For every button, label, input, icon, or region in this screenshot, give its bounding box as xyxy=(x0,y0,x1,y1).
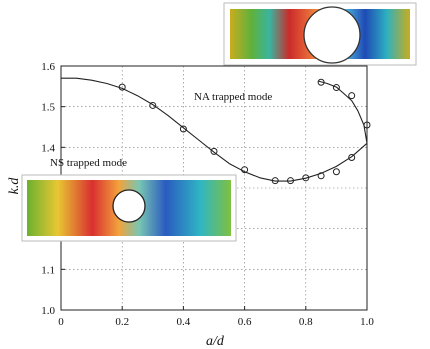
data-point xyxy=(348,154,356,161)
y-tick-label: 1.5 xyxy=(41,102,55,114)
series-line xyxy=(61,77,368,182)
x-axis-label: a/d xyxy=(206,334,225,349)
y-tick-label: 1.1 xyxy=(41,264,55,276)
data-point xyxy=(271,177,279,185)
x-tick-label: 0 xyxy=(58,316,64,328)
data-point xyxy=(332,168,340,176)
data-point xyxy=(348,92,356,100)
y-tick-label: 1.6 xyxy=(41,61,55,73)
y-tick-label: 1.0 xyxy=(41,305,55,317)
data-point xyxy=(179,125,187,133)
annotation-na-trapped-mode: NA trapped mode xyxy=(194,91,272,103)
y-tick-label: 1.4 xyxy=(41,142,55,154)
series xyxy=(61,77,371,185)
na-mode-inset xyxy=(223,2,417,66)
data-point xyxy=(287,177,294,185)
data-point xyxy=(118,83,126,91)
data-point xyxy=(317,78,325,86)
x-tick-label: 0.8 xyxy=(299,316,313,328)
y-axis-label: k.d xyxy=(7,177,22,195)
x-tick-label: 0.6 xyxy=(238,316,252,328)
data-point xyxy=(332,84,340,92)
annotation-ns-trapped-mode: NS trapped mode xyxy=(50,157,127,169)
na-cylinder xyxy=(303,6,361,64)
ns-cylinder xyxy=(112,189,146,223)
data-point xyxy=(241,166,249,174)
data-point xyxy=(210,147,218,155)
data-point xyxy=(317,172,325,180)
x-tick-label: 1.0 xyxy=(360,316,374,328)
x-tick-label: 0.4 xyxy=(177,316,191,328)
data-point xyxy=(363,121,371,129)
x-tick-label: 0.2 xyxy=(115,316,129,328)
ns-mode-inset xyxy=(21,174,237,242)
data-point xyxy=(302,174,310,182)
data-point xyxy=(149,101,157,109)
